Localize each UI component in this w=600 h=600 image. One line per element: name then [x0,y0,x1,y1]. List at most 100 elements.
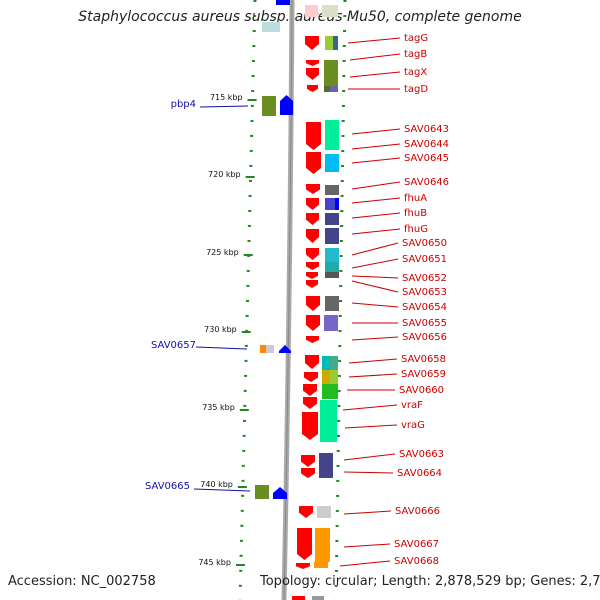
gene-label-fhua: fhuA [404,193,427,204]
label-leader-line [342,404,398,411]
gene-label-sav0657: SAV0657 [151,340,196,351]
accession-text: Accession: NC_002758 [8,574,156,589]
scale-ticks: 715 kbp 720 kbp 725 kbp 730 kbp 735 kbp 740 k… [198,93,257,567]
reverse-gene-arrow [273,487,287,499]
label-leader-line [351,228,401,235]
gene-label-sav0655: SAV0655 [402,318,447,329]
forward-gene-arrow [306,68,319,80]
gene-label-tagx: tagX [404,67,427,78]
cog-color-block [255,485,269,499]
gene-label-fhug: fhuG [404,224,428,235]
cog-color-block [324,60,338,70]
cog-color-block [335,198,339,210]
cog-color-block [333,36,338,50]
cog-color-block [325,185,339,195]
gene-label-sav0665: SAV0665 [145,481,190,492]
cog-color-block [260,345,266,353]
forward-gene-arrow [303,384,317,396]
gene-label-sav0666: SAV0666 [395,506,440,517]
gene-label-sav0644: SAV0644 [404,139,449,150]
gene-label-sav0646: SAV0646 [404,177,449,188]
forward-gene-arrow [299,506,313,518]
cog-color-block [325,120,339,150]
label-leader-line [351,143,401,150]
cog-color-block [330,370,338,384]
label-leader-line [351,212,401,219]
scale-tick-label: 735 kbp [202,403,235,412]
reverse-gene-arrow [280,95,293,115]
forward-gene-arrow [306,262,319,270]
forward-gene-arrow [306,272,318,279]
scale-tick-label: 730 kbp [204,325,237,334]
cog-color-block [325,154,339,172]
forward-gene-arrow [297,528,312,560]
cog-color-block [262,96,276,116]
forward-gene-arrow-partial [292,596,305,600]
genome-backbone [281,0,295,600]
label-leader-line [344,424,398,429]
forward-gene-arrow [306,213,319,225]
label-leader-line [351,242,399,256]
label-leader-line [347,37,401,44]
forward-gene-arrow [306,315,320,331]
cog-color-block [317,506,331,518]
forward-gene-arrow [301,455,315,467]
forward-gene-arrow [307,85,318,92]
cog-color-block [312,596,324,600]
forward-gene-arrow [305,355,319,369]
cog-color-block [325,248,339,262]
gene-label-pbp4: pbp4 [171,99,196,110]
right-scale-track [334,0,347,600]
cog-color-block [325,36,333,50]
forward-gene-arrow [306,280,318,288]
label-leader-line [348,373,398,378]
forward-gene-arrow [306,122,321,150]
label-leader-line [351,302,399,308]
gene-label-sav0664: SAV0664 [397,468,442,479]
forward-gene-arrow [305,36,319,50]
cog-color-block [325,213,339,225]
gene-label-sav0654: SAV0654 [402,302,447,313]
left-scale-track [238,0,257,600]
label-leader-line [349,71,401,78]
gene-label-vrag: vraG [401,420,425,431]
gene-label-sav0651: SAV0651 [402,254,447,265]
reverse-gene-arrow [279,345,291,353]
forward-gene-arrow [306,198,319,210]
cog-color-block [324,315,338,331]
cog-color-block [322,370,330,384]
cog-color-block [320,400,337,442]
gene-label-sav0652: SAV0652 [402,273,447,284]
cog-color-block [322,356,330,370]
forward-gene-arrow [301,468,315,478]
scale-tick-label: 725 kbp [206,248,239,257]
label-leader-line [351,157,401,164]
gene-label-tagb: tagB [404,49,427,60]
scale-tick-label: 715 kbp [210,93,243,102]
gene-label-tagd: tagD [404,84,428,95]
forward-gene-arrow [306,152,321,174]
gene-label-sav0656: SAV0656 [402,332,447,343]
gene-label-tagg: tagG [404,33,428,44]
label-leader-line [339,560,391,567]
label-leader-line [195,346,248,350]
gene-label-sav0668: SAV0668 [394,556,439,567]
gene-label-sav0650: SAV0650 [402,238,447,249]
gene-label-sav0659: SAV0659 [401,369,446,380]
cog-color-block [330,356,338,370]
cog-color-block [325,228,339,244]
forward-gene-arrow [306,60,319,66]
feature-top-reverse [276,0,290,5]
cog-color-block [266,345,274,353]
label-leader-line [351,275,399,279]
topology-text: Topology: circular; Length: 2,878,529 bp… [260,574,600,589]
label-leader-line [351,128,401,135]
label-leader-line [193,488,251,492]
label-leader-line [348,358,398,364]
cog-color-block [322,384,338,399]
cog-color-block [325,262,339,272]
gene-label-sav0653: SAV0653 [402,287,447,298]
label-leader-line [343,510,392,515]
label-leader-line [343,543,391,548]
